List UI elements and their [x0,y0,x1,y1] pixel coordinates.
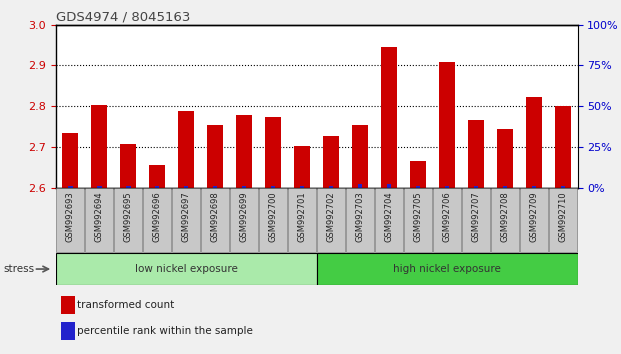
Text: GSM992702: GSM992702 [327,192,336,242]
Bar [352,125,368,188]
Bar [410,161,426,188]
Bar [404,188,432,252]
Text: GSM992707: GSM992707 [471,192,481,242]
Bar [491,188,519,252]
Bar [381,47,397,188]
Text: GSM992701: GSM992701 [297,192,307,242]
Bar [532,185,537,188]
Bar [329,185,333,188]
Bar [173,188,200,252]
Bar [91,105,107,188]
Bar [207,125,224,188]
Text: GSM992699: GSM992699 [240,192,249,242]
Bar [114,188,142,252]
Bar [230,188,258,252]
Bar [358,184,363,188]
Text: GSM992704: GSM992704 [384,192,394,242]
Text: GSM992708: GSM992708 [501,192,510,242]
Bar [439,62,455,188]
Bar [242,185,247,188]
Text: GSM992703: GSM992703 [356,192,365,242]
Bar [317,253,578,285]
Text: percentile rank within the sample: percentile rank within the sample [77,326,253,336]
Bar [61,322,75,340]
Text: transformed count: transformed count [77,300,174,310]
Bar [288,188,316,252]
Bar [561,185,565,188]
Bar [236,115,252,188]
Text: GSM992706: GSM992706 [443,192,451,242]
Bar [520,188,548,252]
Text: GSM992695: GSM992695 [124,192,133,242]
Text: GSM992709: GSM992709 [530,192,538,242]
Bar [201,188,229,252]
Bar [184,185,189,188]
Bar [120,144,137,188]
Bar [503,185,507,188]
Bar [150,165,165,188]
Bar [62,133,78,188]
Text: GSM992697: GSM992697 [182,192,191,242]
Bar [155,185,160,188]
Text: GSM992698: GSM992698 [211,192,220,242]
Bar [97,185,101,188]
Bar [387,184,391,188]
Text: GSM992694: GSM992694 [95,192,104,242]
Bar [265,117,281,188]
Bar [462,188,490,252]
Bar [347,188,374,252]
Bar [300,185,304,188]
Bar [375,188,403,252]
Bar [86,188,113,252]
Bar [126,185,130,188]
Bar [474,185,478,188]
Bar [468,120,484,188]
Text: GSM992696: GSM992696 [153,192,162,242]
Bar [271,185,276,188]
Text: GSM992700: GSM992700 [269,192,278,242]
Bar [416,185,420,188]
Text: GSM992705: GSM992705 [414,192,423,242]
Text: GSM992710: GSM992710 [558,192,568,242]
Bar [260,188,287,252]
Text: GSM992693: GSM992693 [66,192,75,242]
Bar [549,188,577,252]
Bar [68,185,73,188]
Bar [526,97,542,188]
Text: stress: stress [3,264,34,274]
Bar [57,188,84,252]
Bar [143,188,171,252]
Bar [445,185,450,188]
Bar [555,106,571,188]
Text: low nickel exposure: low nickel exposure [135,264,238,274]
Bar [497,129,513,188]
Bar [323,136,339,188]
Text: high nickel exposure: high nickel exposure [393,264,501,274]
Bar [317,188,345,252]
Bar [61,296,75,314]
Bar [433,188,461,252]
Bar [178,111,194,188]
Bar [213,185,217,188]
Bar [56,253,317,285]
Bar [294,146,310,188]
Text: GDS4974 / 8045163: GDS4974 / 8045163 [56,11,190,24]
